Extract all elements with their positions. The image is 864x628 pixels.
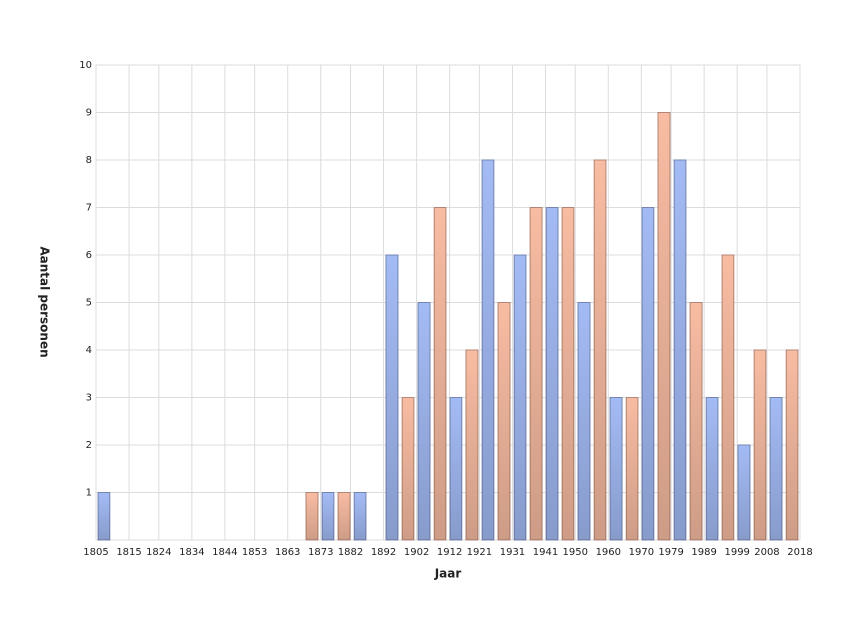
bar-shade	[609, 397, 623, 541]
x-tick-label: 2008	[754, 547, 779, 558]
x-tick-label: 1970	[629, 547, 654, 558]
bar-shade	[497, 302, 511, 541]
y-tick-label: 6	[86, 250, 92, 261]
x-tick-label: 1892	[371, 547, 396, 558]
bar-shade	[97, 492, 111, 541]
bar-shade	[769, 397, 783, 541]
y-tick-label: 10	[79, 60, 92, 71]
x-tick-label: 2018	[787, 547, 812, 558]
bar-shade	[433, 207, 447, 541]
x-tick-label: 1873	[308, 547, 333, 558]
bar-shade	[721, 254, 735, 541]
y-tick-label: 8	[86, 155, 92, 166]
x-tick-label: 1989	[691, 547, 716, 558]
y-tick-label: 5	[86, 298, 92, 309]
bar-shade	[449, 397, 463, 541]
bar-shade	[401, 397, 415, 541]
bar-shade	[705, 397, 719, 541]
x-tick-label: 1902	[404, 547, 429, 558]
bar-shade	[465, 349, 479, 541]
bar-shade	[337, 492, 351, 541]
x-tick-label: 1999	[724, 547, 749, 558]
bar-shade	[385, 254, 399, 541]
x-tick-label: 1815	[116, 547, 141, 558]
bar-shade	[657, 112, 671, 541]
bar-shade	[321, 492, 335, 541]
x-tick-label: 1834	[179, 547, 204, 558]
bar-shade	[753, 349, 767, 541]
x-tick-label: 1882	[338, 547, 363, 558]
bar-shade	[689, 302, 703, 541]
bar-shade	[561, 207, 575, 541]
x-tick-label: 1912	[437, 547, 462, 558]
y-tick-label: 2	[86, 440, 92, 451]
y-tick-label: 3	[86, 393, 92, 404]
bar-shade	[593, 159, 607, 541]
bar-shade	[641, 207, 655, 541]
y-tick-label: 9	[86, 108, 92, 119]
bar-shade	[737, 444, 751, 541]
bar-shade	[481, 159, 495, 541]
x-tick-label: 1921	[467, 547, 492, 558]
y-axis-title: Aantal personen	[38, 246, 52, 357]
bar-shade	[305, 492, 319, 541]
x-tick-label: 1979	[658, 547, 683, 558]
y-tick-label: 4	[86, 345, 92, 356]
y-tick-label: 7	[86, 203, 92, 214]
x-tick-label: 1941	[533, 547, 558, 558]
bar-shade	[513, 254, 527, 541]
x-tick-label: 1844	[212, 547, 237, 558]
x-axis-title: Jaar	[434, 567, 462, 581]
bar-shade	[545, 207, 559, 541]
x-tick-label: 1853	[242, 547, 267, 558]
x-tick-label: 1950	[563, 547, 588, 558]
bar-shade	[673, 159, 687, 541]
bar-shade	[529, 207, 543, 541]
x-tick-label: 1960	[596, 547, 621, 558]
x-tick-label: 1805	[83, 547, 108, 558]
bar-shade	[625, 397, 639, 541]
bar-shade	[417, 302, 431, 541]
x-tick-label: 1863	[275, 547, 300, 558]
bar-shade	[353, 492, 367, 541]
bar-shade	[577, 302, 591, 541]
bar-shade	[785, 349, 799, 541]
x-tick-label: 1931	[500, 547, 525, 558]
x-tick-label: 1824	[146, 547, 171, 558]
plot-border	[95, 64, 801, 541]
y-tick-label: 1	[86, 488, 92, 499]
